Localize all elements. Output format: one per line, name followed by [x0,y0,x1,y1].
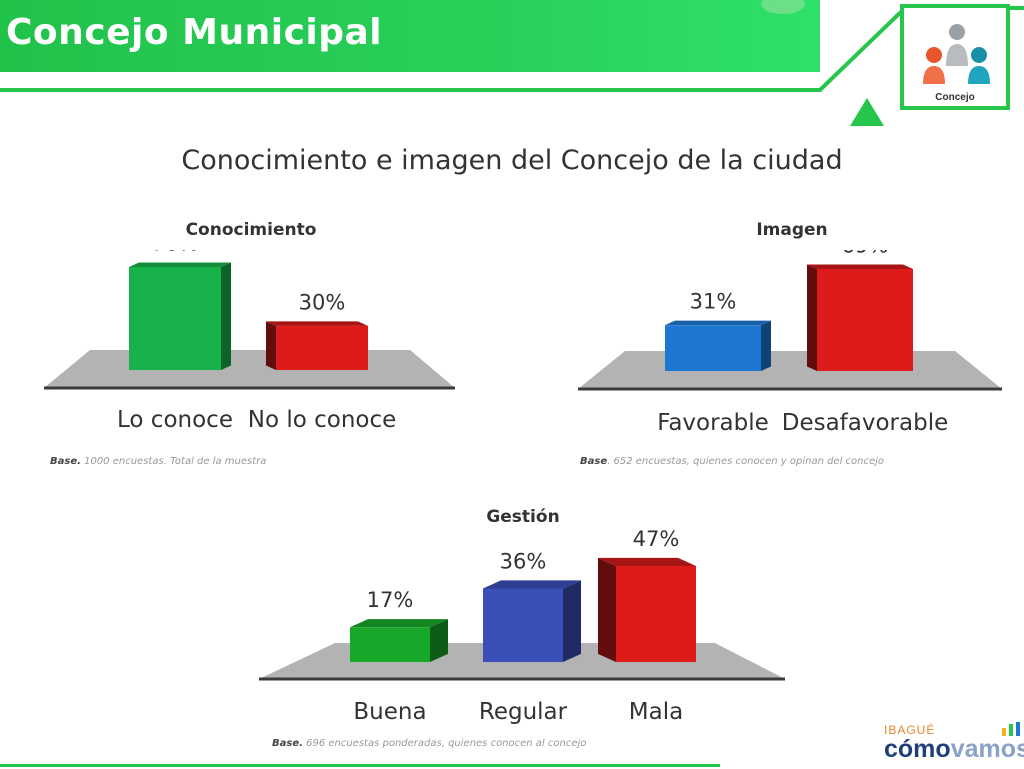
bar-top-no-lo-conoce [266,321,368,326]
value-label-favorable: 31% [690,290,737,314]
bar-top-desafavorable [807,264,913,269]
bar-lo-conoce [129,267,221,370]
base-note-conocimiento: Base. 1000 encuestas. Total de la muestr… [50,456,266,467]
brand-logo: IBAGUÉ cómovamos [884,723,1024,764]
bar-top-lo-conoce [129,262,231,267]
value-label-regular: 36% [500,549,547,573]
base-label: Base [580,456,608,467]
base-text: 696 encuestas ponderadas, quienes conoce… [306,738,587,749]
bar-side-desafavorable [807,264,817,371]
value-label-no-lo-conoce: 30% [299,290,346,314]
bar-side-lo-conoce [221,262,231,370]
bar-buena [350,627,430,662]
bar-top-regular [483,580,581,589]
chart-imagen: 31% Favorable 69% Desafavorable [578,250,1002,436]
category-label-desafavorable: Desafavorable [782,410,949,436]
base-note-gestion: Base. 696 encuestas ponderadas, quienes … [272,738,586,749]
category-label-favorable: Favorable [657,410,769,436]
chart-floor [578,351,1002,389]
category-label-regular: Regular [479,699,568,725]
chart-title-gestion: Gestión [486,507,560,527]
brand-name-a: cómo [884,735,951,763]
page-title: Concejo Municipal [6,12,383,53]
bar-desafavorable [817,269,913,371]
bar-side-mala [598,557,616,662]
bar-side-regular [563,580,581,662]
concejo-logo: Concejo [900,4,1010,110]
brand-city: IBAGUÉ [884,723,936,737]
logo-label: Concejo [935,92,975,103]
chart-title-conocimiento: Conocimiento [185,220,317,240]
brand-name: cómovamos [884,735,1024,764]
bar-side-favorable [761,320,771,371]
bar-regular [483,588,563,662]
bar-side-buena [430,619,448,662]
value-label-buena: 17% [367,588,414,612]
base-label: Base. [50,456,81,467]
base-text: 1000 encuestas. Total de la muestra [84,456,267,467]
bar-side-no-lo-conoce [266,321,276,370]
base-text: . 652 encuestas, quienes conocen y opina… [607,456,885,467]
base-label: Base. [272,738,303,749]
category-label-buena: Buena [353,699,426,725]
bar-top-buena [350,619,448,628]
slide-title: Conocimiento e imagen del Concejo de la … [181,145,843,176]
bar-top-favorable [665,320,771,326]
chart-gestion: 17% Buena 36% Regular 47% Mala [259,527,785,725]
bar-no-lo-conoce [276,325,368,370]
header-bar [0,0,820,72]
people-icon [923,24,990,84]
value-label-mala: 47% [633,527,680,551]
bar-chart-icon [1002,722,1020,736]
category-label-lo-conoce: Lo conoce [117,407,233,433]
category-label-mala: Mala [629,699,683,725]
bar-mala [616,566,696,662]
brand-name-b: vamos [950,735,1024,763]
footer-line [0,764,720,767]
base-note-imagen: Base. 652 encuestas, quienes conocen y o… [580,456,884,467]
bar-top-mala [598,557,696,566]
category-label-no-lo-conoce: No lo conoce [248,407,397,433]
header-decoration [0,0,1024,126]
value-label-desafavorable: 69% [842,250,889,258]
bar-favorable [665,325,761,371]
value-label-lo-conoce: 70% [152,250,199,256]
chart-title-imagen: Imagen [756,220,828,240]
chart-conocimiento: 70% Lo conoce 30% No lo conoce [44,250,455,433]
chart-floor [44,350,455,388]
